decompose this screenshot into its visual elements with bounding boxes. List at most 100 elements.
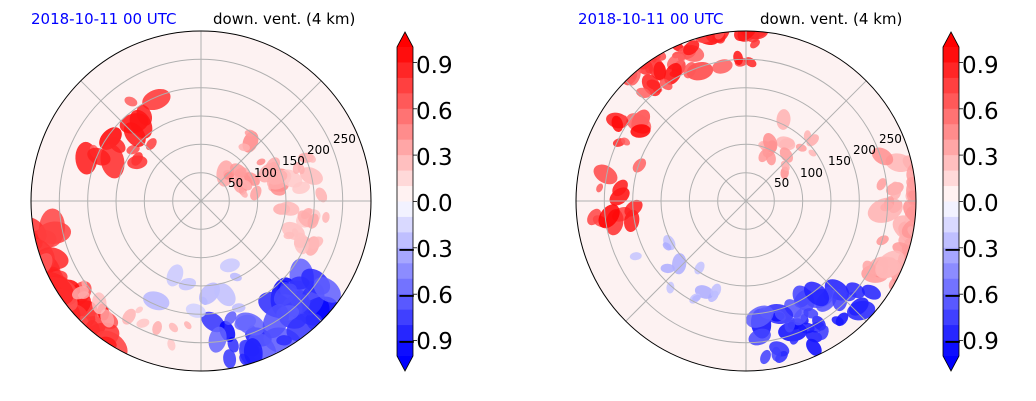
- panel-1-field-blob: [214, 282, 236, 307]
- panel-2-colorbar-band: [943, 47, 959, 63]
- panel-2-field-blob: [629, 252, 642, 261]
- panel-1-rtick-100: 100: [254, 166, 277, 180]
- panel-2-field-blob: [871, 147, 894, 166]
- panel-2-colorbar-band: [943, 170, 959, 187]
- panel-1-colorbar-bands: [396, 31, 417, 372]
- panel-1-colorbar-band: [397, 201, 413, 218]
- panel-2-colorbar-extend-max: [943, 32, 959, 47]
- panel-2-field-blob: [612, 179, 628, 197]
- panel-1-field-blob: [315, 187, 328, 203]
- panel-2-field-blob: [908, 190, 916, 202]
- panel-1-field-blob: [223, 349, 237, 369]
- panel-2-field-blob: [808, 149, 817, 157]
- panel-1-title-right: down. vent. (4 km): [213, 10, 355, 28]
- panel-1-field-blob: [208, 326, 227, 353]
- panel-2-title-left: 2018-10-11 00 UTC: [578, 10, 724, 28]
- panel-2-field-blob: [774, 310, 786, 321]
- panel-2-field-blob: [587, 208, 602, 226]
- panel-1-colorbar-band: [397, 108, 413, 125]
- panel-1-colorbar-band: [397, 93, 413, 110]
- panel-2-cbar-tick-0.6: 0.6: [962, 99, 999, 125]
- panel-2-field-blob: [653, 61, 667, 81]
- panel-1-colorbar-band: [397, 216, 413, 233]
- panel-2-field-blob: [683, 40, 700, 56]
- panel-1-plot-border: [30, 30, 372, 372]
- panel-2-grid-spoke-315: [745, 200, 867, 322]
- panel-2-colorbar: 0.9 0.6 0.3 0.0 −0.3 −0.6 −0.9: [942, 31, 999, 372]
- panel-2-rtick-200: 200: [853, 143, 876, 157]
- panel-2-field-blob: [710, 283, 722, 298]
- panel-1-colorbar-band: [397, 309, 413, 326]
- panel-1-field-blob: [307, 236, 324, 249]
- panel-2-colorbar-band: [943, 340, 959, 357]
- panel-1-field-blob: [276, 335, 292, 346]
- panel-2-cbar-tick-0.0: 0.0: [962, 191, 999, 217]
- panel-1-colorbar-band: [397, 124, 413, 141]
- panel-2-plot-border: [575, 30, 917, 372]
- panel-1-field-blob: [178, 278, 197, 291]
- panel-1-field-blob: [244, 129, 256, 137]
- panel-1-field-blob: [283, 231, 295, 240]
- panel-2-rtick-100: 100: [800, 166, 823, 180]
- panel-2-field-blob: [876, 178, 887, 191]
- panel-2-field-blob: [805, 330, 823, 343]
- panel-2-field-blob: [831, 316, 844, 326]
- panel-1-field-blob: [77, 291, 90, 299]
- panel-2-field-blob: [795, 143, 807, 152]
- panel-2-colorbar-band: [943, 93, 959, 110]
- panel-1-field-blob: [219, 258, 240, 273]
- panel-1-grid-spoke-45: [200, 80, 322, 202]
- panel-1-grid-spoke-225: [80, 200, 202, 322]
- panel-1-grid: [31, 31, 371, 371]
- panel-2-field-blob: [779, 147, 794, 163]
- panel-2: 2018-10-11 00 UTC down. vent. (4 km) 50 …: [575, 10, 999, 372]
- panel-1-field-blob: [145, 138, 157, 151]
- panel-1-field-blob: [250, 185, 262, 201]
- panel-1-colorbar-band: [397, 186, 413, 202]
- panel-1-field-blob: [305, 153, 316, 163]
- panel-1-cbar-tick-minus-0.9: −0.9: [397, 329, 453, 355]
- panel-1-field-blob: [307, 213, 319, 229]
- panel-2-field-blob: [880, 201, 894, 212]
- panel-2-grid-spoke-45: [745, 80, 867, 202]
- panel-2-field-blob: [758, 148, 770, 163]
- panel-1-polar-plot: 50 100 150 200 250: [30, 30, 372, 372]
- panel-2-field-blob: [771, 346, 782, 362]
- panel-1-cbar-tick-0.0: 0.0: [416, 191, 453, 217]
- panel-1-colorbar-band: [397, 278, 413, 295]
- panel-1-field-blob: [278, 201, 300, 216]
- panel-1-field-blob: [184, 321, 192, 330]
- panel-2-field-blob: [632, 158, 647, 173]
- panel-1-field-blob: [229, 272, 242, 282]
- panel-1-field-blob: [273, 283, 298, 306]
- panel-1-colorbar-extend-max: [397, 32, 413, 47]
- panel-1-grid-spoke-135: [80, 80, 202, 202]
- panel-2-field-blob: [889, 181, 902, 200]
- panel-2-colorbar-outline: [942, 31, 960, 372]
- panel-2-field-blob: [694, 261, 705, 275]
- panel-2-field-blob: [663, 63, 682, 85]
- panel-2-field-blob: [733, 50, 744, 66]
- panel-2-cbar-tick-minus-0.3: −0.3: [943, 237, 999, 263]
- panel-2-colorbar-band: [943, 77, 959, 94]
- panel-1-colorbar-outline: [396, 31, 414, 372]
- panel-2-grid: [576, 31, 916, 371]
- panel-2-colorbar-extend-min: [943, 356, 959, 371]
- panel-1-colorbar-band: [397, 170, 413, 187]
- panel-2-colorbar-band: [943, 232, 959, 249]
- panel-1-cbar-tick-0.3: 0.3: [416, 145, 453, 171]
- panel-1-field-blob: [167, 339, 176, 351]
- panel-1-rtick-200: 200: [307, 143, 330, 157]
- panel-2-colorbar-band: [943, 247, 959, 264]
- panel-2-polar-plot: 50 100 150 200 250: [575, 30, 917, 372]
- panel-2-colorbar-band: [943, 155, 959, 172]
- panel-2-field-blob: [636, 87, 651, 99]
- panel-1-field-blob: [143, 291, 170, 311]
- panel-2-field-blob: [776, 109, 791, 130]
- panel-2-rtick-50: 50: [774, 176, 789, 190]
- panel-2-field-blob: [760, 349, 771, 365]
- panel-2-colorbar-band: [943, 325, 959, 342]
- panel-1-field-blob: [243, 338, 263, 367]
- panel-2-colorbar-bands: [942, 31, 963, 372]
- panel-1-field-blob: [81, 279, 88, 288]
